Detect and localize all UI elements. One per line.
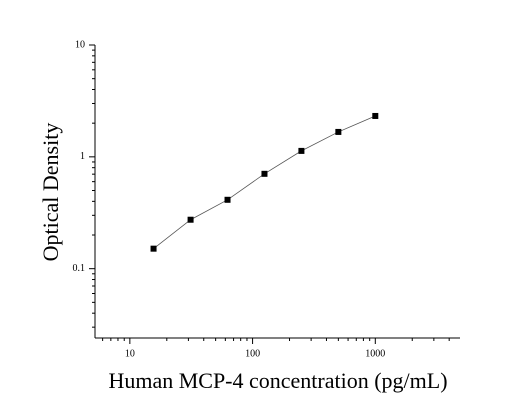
y-tick-label: 1	[80, 151, 85, 162]
point	[372, 112, 379, 119]
x-tick-label: 100	[245, 348, 260, 359]
x-tick-label: 1000	[365, 348, 385, 359]
point	[335, 128, 342, 135]
point	[224, 196, 231, 203]
point	[187, 216, 194, 223]
point	[298, 147, 305, 154]
y-tick-label: 0.1	[73, 263, 86, 274]
x-axis-label: Human MCP-4 concentration (pg/mL)	[108, 368, 447, 393]
y-axis-label: Optical Density	[38, 123, 63, 262]
x-tick-label: 10	[125, 348, 135, 359]
fit-line	[153, 115, 376, 249]
point	[150, 245, 157, 252]
point	[261, 170, 268, 177]
y-tick-label: 10	[75, 39, 85, 50]
